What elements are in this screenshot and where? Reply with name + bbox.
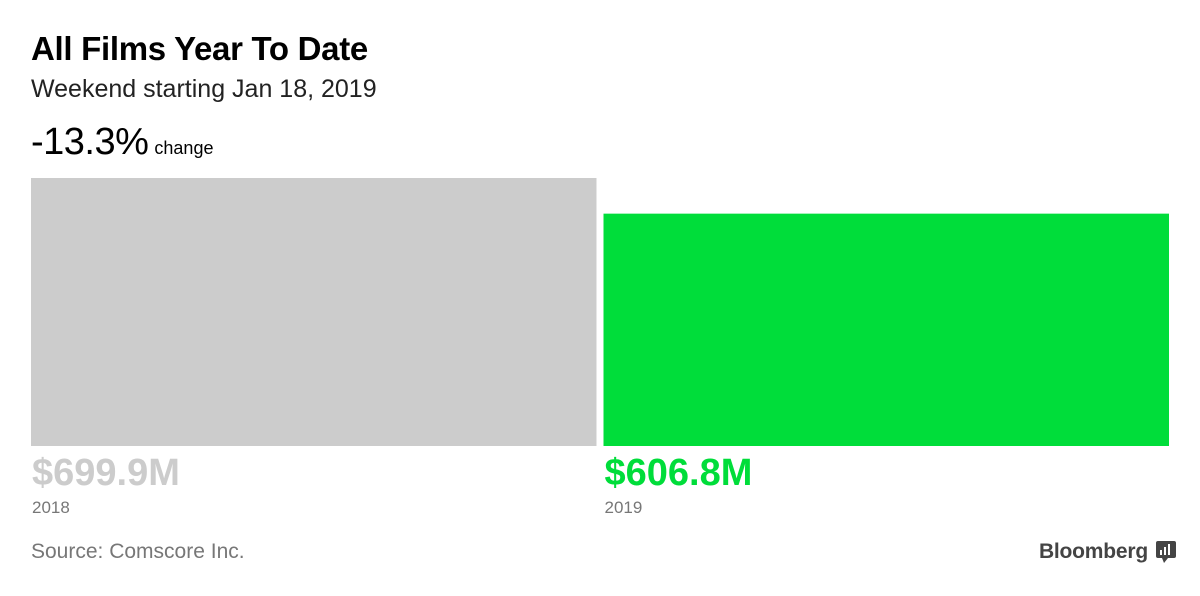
brand-name: Bloomberg (1038, 540, 1148, 563)
brand-logo: Bloomberg (1039, 540, 1176, 564)
category-label-2018: 2018 (32, 498, 70, 517)
chart-title: All Films Year To Date (31, 30, 368, 67)
source-note: Source: Comscore Inc. (31, 540, 245, 563)
chart-subtitle: Weekend starting Jan 18, 2019 (31, 75, 377, 103)
change-value: -13.3% (31, 121, 149, 163)
value-label-2019: $606.8M (605, 452, 753, 494)
category-label-2019: 2019 (605, 498, 643, 517)
change-label: change (154, 138, 214, 158)
change-summary: -13.3% change (31, 121, 213, 164)
bar-2019 (603, 213, 1169, 446)
value-label-2018: $699.9M (32, 452, 180, 494)
bloomberg-chart-icon (1156, 541, 1176, 563)
bar-2018 (31, 178, 597, 446)
